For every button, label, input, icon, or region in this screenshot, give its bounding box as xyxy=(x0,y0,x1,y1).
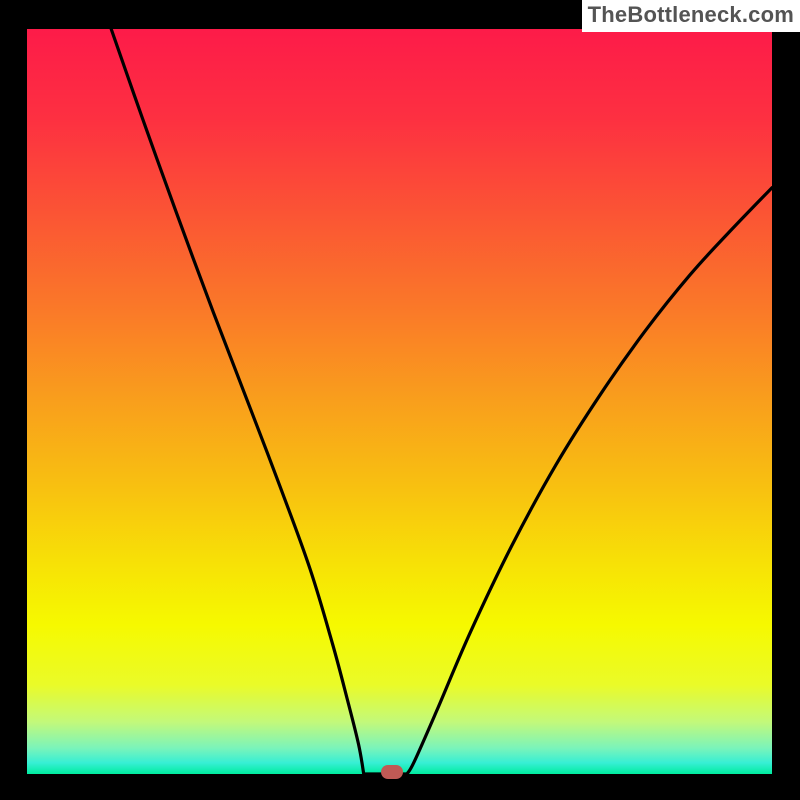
optimal-point-marker xyxy=(381,765,403,779)
watermark-label: TheBottleneck.com xyxy=(582,0,800,32)
curve-svg xyxy=(27,29,772,774)
gradient-background xyxy=(27,29,772,774)
chart-plot-area xyxy=(27,29,772,774)
